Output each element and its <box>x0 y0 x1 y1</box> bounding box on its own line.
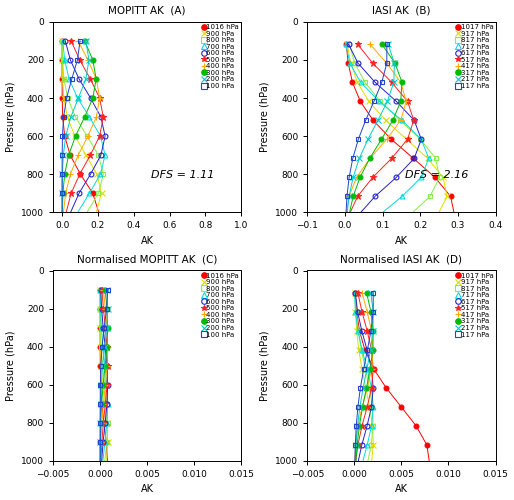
Title: MOPITT AK  (A): MOPITT AK (A) <box>108 6 186 16</box>
Y-axis label: Pressure (hPa): Pressure (hPa) <box>260 82 270 152</box>
Title: Normalised MOPITT AK  (C): Normalised MOPITT AK (C) <box>77 254 217 264</box>
Legend: 1016 hPa, 900 hPa, 800 hPa, 700 hPa, 600 hPa, 500 hPa, 400 hPa, 300 hPa, 200 hPa: 1016 hPa, 900 hPa, 800 hPa, 700 hPa, 600… <box>203 24 240 90</box>
Text: DFS = 2.16: DFS = 2.16 <box>405 170 469 180</box>
Title: Normalised IASI AK  (D): Normalised IASI AK (D) <box>340 254 463 264</box>
X-axis label: AK: AK <box>141 484 154 494</box>
Text: DFS = 1.11: DFS = 1.11 <box>151 170 214 180</box>
Y-axis label: Pressure (hPa): Pressure (hPa) <box>6 82 15 152</box>
Title: IASI AK  (B): IASI AK (B) <box>372 6 431 16</box>
X-axis label: AK: AK <box>395 236 408 246</box>
Legend: 1017 hPa, 917 hPa, 817 hPa, 717 hPa, 617 hPa, 517 hPa, 417 hPa, 317 hPa, 217 hPa: 1017 hPa, 917 hPa, 817 hPa, 717 hPa, 617… <box>456 24 494 90</box>
Legend: 1016 hPa, 900 hPa, 800 hPa, 700 hPa, 600 hPa, 500 hPa, 400 hPa, 300 hPa, 200 hPa: 1016 hPa, 900 hPa, 800 hPa, 700 hPa, 600… <box>203 272 240 338</box>
X-axis label: AK: AK <box>141 236 154 246</box>
X-axis label: AK: AK <box>395 484 408 494</box>
Y-axis label: Pressure (hPa): Pressure (hPa) <box>6 330 15 401</box>
Legend: 1017 hPa, 917 hPa, 817 hPa, 717 hPa, 617 hPa, 517 hPa, 417 hPa, 317 hPa, 217 hPa: 1017 hPa, 917 hPa, 817 hPa, 717 hPa, 617… <box>456 272 494 338</box>
Y-axis label: Pressure (hPa): Pressure (hPa) <box>260 330 270 401</box>
